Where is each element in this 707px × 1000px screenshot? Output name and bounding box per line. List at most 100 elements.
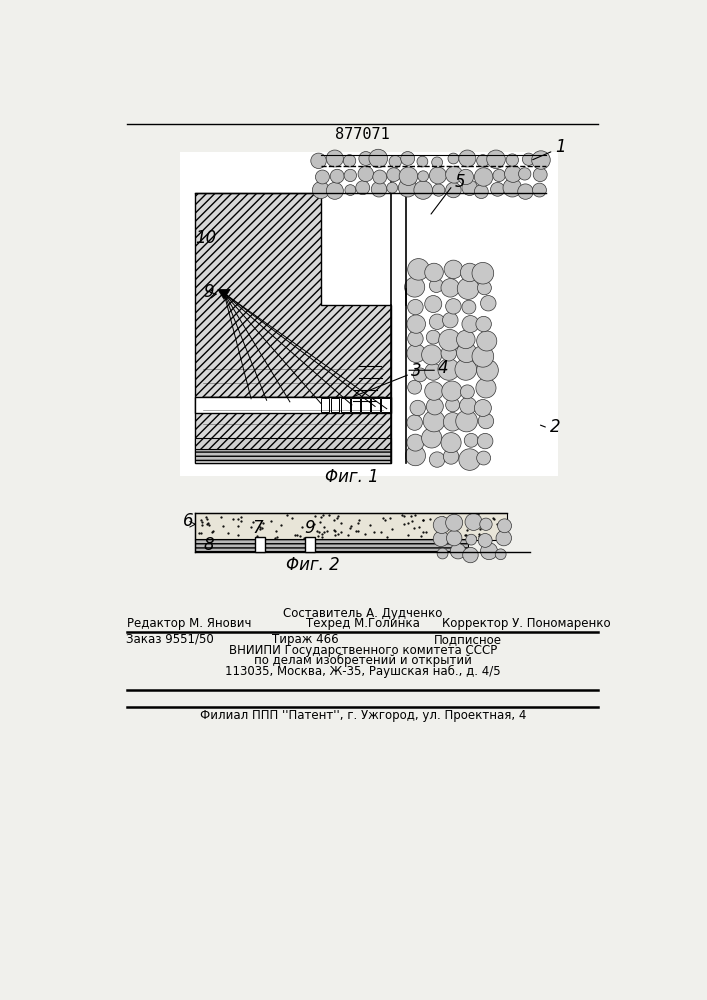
Circle shape	[456, 410, 477, 432]
Text: Φиг. 1: Φиг. 1	[325, 468, 379, 486]
Circle shape	[344, 155, 356, 167]
Circle shape	[477, 359, 498, 381]
Circle shape	[458, 169, 474, 185]
Circle shape	[425, 363, 442, 380]
Text: 10: 10	[195, 229, 216, 247]
Text: 877071: 877071	[335, 127, 390, 142]
Bar	[371, 398, 380, 412]
Circle shape	[407, 344, 426, 363]
Circle shape	[407, 434, 424, 451]
Circle shape	[476, 316, 491, 332]
Bar	[305, 537, 315, 552]
Circle shape	[498, 519, 512, 533]
Circle shape	[445, 398, 460, 412]
Text: 7: 7	[252, 519, 263, 537]
Circle shape	[462, 180, 477, 195]
Circle shape	[474, 185, 489, 199]
Circle shape	[433, 184, 445, 196]
Circle shape	[477, 451, 491, 465]
Circle shape	[345, 185, 356, 195]
Text: Φиг. 2: Φиг. 2	[286, 556, 340, 574]
Circle shape	[387, 182, 397, 193]
Circle shape	[445, 182, 461, 198]
Circle shape	[477, 281, 491, 295]
Circle shape	[433, 517, 450, 533]
Text: 5: 5	[454, 173, 464, 191]
Circle shape	[417, 156, 428, 167]
Bar	[341, 398, 349, 412]
Text: 9: 9	[203, 283, 214, 301]
Bar	[331, 398, 339, 412]
Text: Филиал ППП ''Патент'', г. Ужгород, ул. Проектная, 4: Филиал ППП ''Патент'', г. Ужгород, ул. П…	[199, 709, 526, 722]
Circle shape	[398, 179, 417, 197]
Circle shape	[429, 314, 445, 329]
Circle shape	[421, 345, 442, 365]
Circle shape	[389, 155, 402, 168]
Circle shape	[443, 449, 459, 464]
Circle shape	[459, 150, 476, 167]
Circle shape	[460, 385, 474, 399]
Polygon shape	[218, 289, 230, 299]
Circle shape	[399, 167, 418, 185]
Circle shape	[408, 380, 421, 394]
Circle shape	[407, 415, 422, 430]
Circle shape	[311, 153, 327, 169]
Circle shape	[373, 170, 387, 184]
Text: Тираж 466: Тираж 466	[272, 633, 339, 646]
Circle shape	[448, 153, 459, 164]
Text: Подписное: Подписное	[434, 633, 502, 646]
Circle shape	[472, 262, 493, 284]
Circle shape	[480, 518, 492, 530]
Circle shape	[464, 433, 478, 447]
Polygon shape	[195, 438, 391, 449]
Circle shape	[312, 182, 329, 199]
Text: 3: 3	[411, 362, 421, 380]
Circle shape	[344, 169, 356, 182]
Circle shape	[371, 182, 387, 197]
Circle shape	[429, 279, 443, 292]
Bar	[361, 398, 370, 412]
Circle shape	[418, 171, 428, 182]
Polygon shape	[195, 193, 391, 463]
Circle shape	[481, 543, 498, 560]
Circle shape	[474, 400, 491, 416]
Circle shape	[491, 182, 505, 196]
Circle shape	[404, 277, 425, 297]
Text: 8: 8	[203, 536, 214, 554]
Circle shape	[356, 181, 370, 195]
Circle shape	[477, 433, 493, 449]
Circle shape	[414, 181, 433, 199]
Text: 1: 1	[555, 138, 566, 156]
Circle shape	[423, 410, 445, 432]
Circle shape	[465, 513, 482, 530]
Circle shape	[438, 359, 460, 380]
Text: 4: 4	[438, 359, 448, 377]
Circle shape	[442, 381, 462, 401]
Circle shape	[496, 530, 512, 546]
Circle shape	[410, 400, 426, 416]
Circle shape	[327, 150, 344, 167]
Polygon shape	[195, 449, 391, 463]
Circle shape	[481, 296, 496, 311]
Circle shape	[426, 330, 440, 344]
Text: Редактор М. Янович: Редактор М. Янович	[127, 617, 252, 630]
Circle shape	[462, 300, 476, 314]
Circle shape	[478, 413, 493, 429]
Bar	[381, 398, 390, 412]
Circle shape	[437, 548, 448, 559]
Bar	[180, 152, 558, 476]
Circle shape	[330, 169, 344, 183]
Circle shape	[425, 382, 443, 400]
Circle shape	[472, 346, 493, 367]
Circle shape	[407, 315, 426, 333]
Circle shape	[450, 544, 466, 559]
Bar	[255, 537, 265, 552]
Circle shape	[421, 428, 442, 448]
Circle shape	[327, 182, 344, 199]
Circle shape	[443, 413, 462, 431]
Circle shape	[387, 168, 401, 182]
Circle shape	[457, 330, 475, 349]
Circle shape	[408, 331, 423, 346]
Circle shape	[503, 179, 522, 197]
Circle shape	[478, 533, 492, 547]
